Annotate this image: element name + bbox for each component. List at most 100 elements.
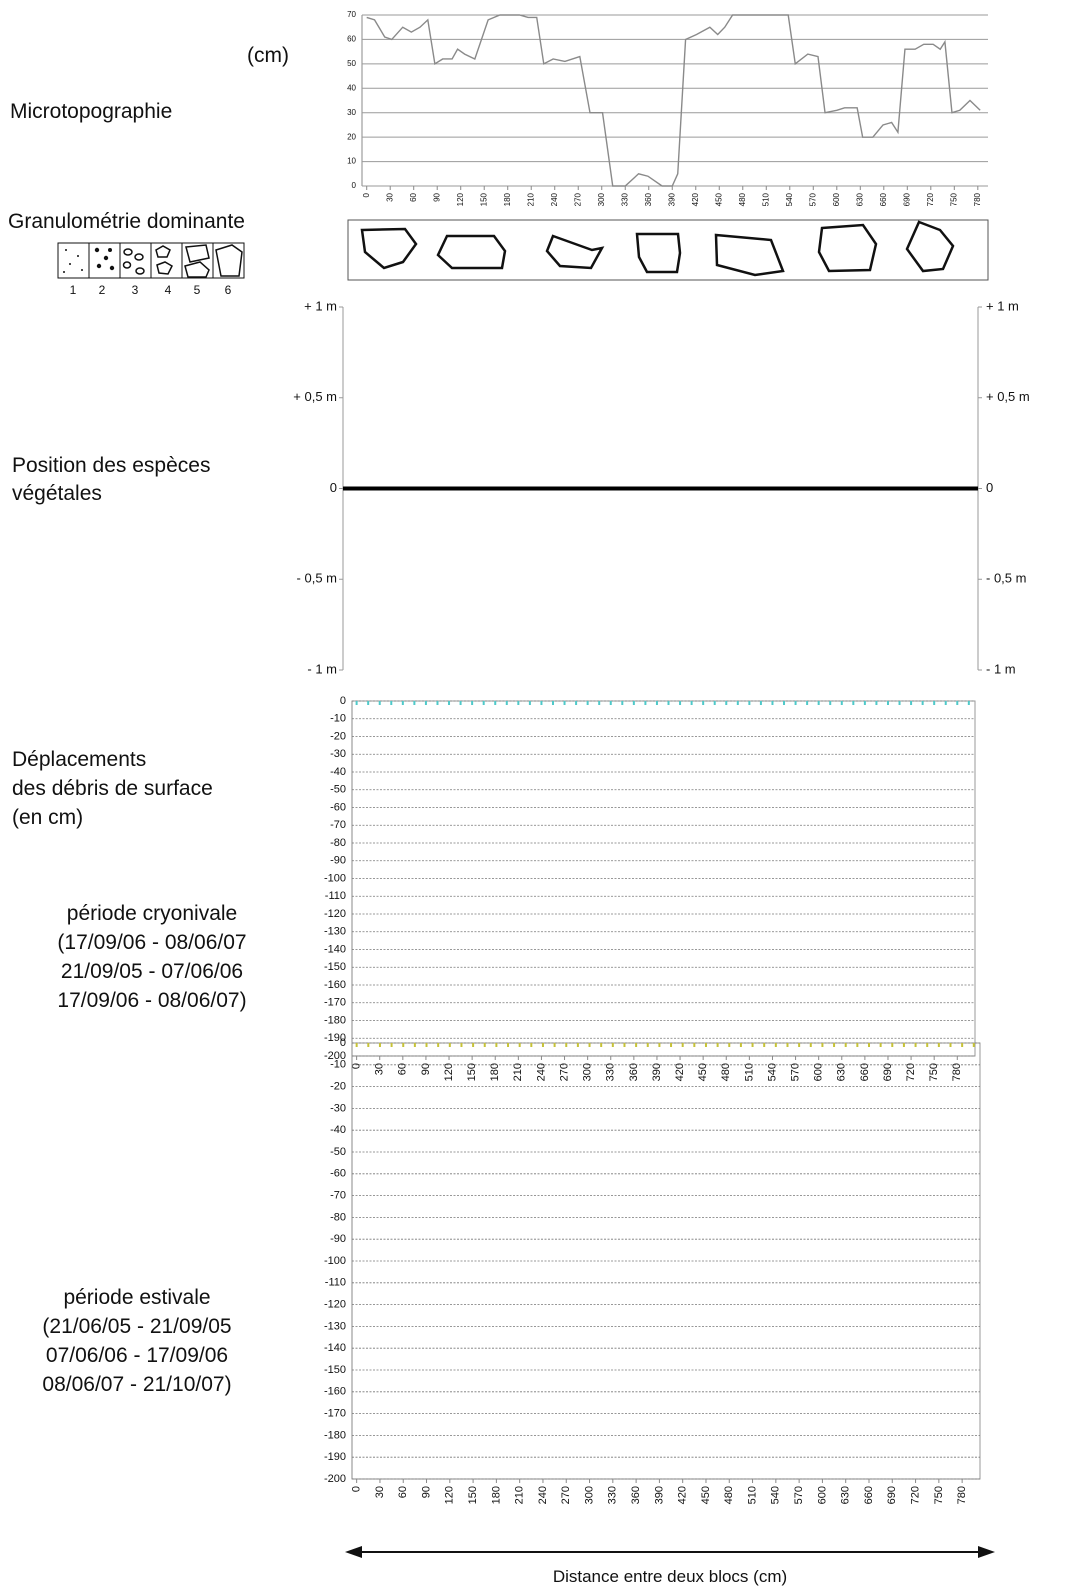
x-tick-label: 660 xyxy=(879,192,888,206)
marker xyxy=(933,701,936,705)
x-tick-label: 450 xyxy=(697,1063,709,1081)
y-tick-label: -40 xyxy=(330,766,346,778)
x-tick-label: 420 xyxy=(691,192,700,206)
x-tick-label: 30 xyxy=(374,1063,386,1075)
x-tick-label: 270 xyxy=(558,1063,570,1081)
y-tick-label: -120 xyxy=(324,908,346,920)
y-tick-label: -20 xyxy=(330,1081,346,1093)
marker xyxy=(425,1043,428,1047)
x-tick-label: 540 xyxy=(785,192,794,206)
marker xyxy=(472,1043,475,1047)
y-tick-label: -140 xyxy=(324,1342,346,1354)
marker xyxy=(739,1043,742,1047)
y-tick-label: + 1 m xyxy=(304,298,337,313)
marker xyxy=(413,1043,416,1047)
y-tick-label: -190 xyxy=(324,1451,346,1463)
y-tick-label: -160 xyxy=(324,1386,346,1398)
cryo-label: 21/09/05 - 07/06/06 xyxy=(61,960,243,983)
x-tick-label: 510 xyxy=(761,192,770,206)
y-tick-label: - 1 m xyxy=(307,661,337,676)
marker xyxy=(367,1043,370,1047)
y-tick-label: -30 xyxy=(330,748,346,760)
deplacements-label: (en cm) xyxy=(12,806,83,829)
marker xyxy=(693,1043,696,1047)
marker xyxy=(867,1043,870,1047)
chart: 0 -10 -20 -30 -40 -50 -60 -70 -80 -90 -100 -110 -120… xyxy=(324,1037,981,1504)
marker xyxy=(852,701,855,705)
marker xyxy=(798,1043,801,1047)
marker xyxy=(541,1043,544,1047)
x-tick-label: 60 xyxy=(397,1486,409,1498)
marker xyxy=(821,1043,824,1047)
y-tick-label: 50 xyxy=(347,59,356,68)
granulo-class: 6 xyxy=(225,283,232,297)
y-tick-label: 0 xyxy=(352,181,357,190)
marker xyxy=(949,1043,952,1047)
marker xyxy=(961,1043,964,1047)
x-tick-label: 90 xyxy=(432,192,441,201)
marker xyxy=(563,701,566,705)
marker xyxy=(763,1043,766,1047)
x-tick-label: 660 xyxy=(859,1063,871,1081)
estival-label: 08/06/07 - 21/10/07) xyxy=(42,1373,231,1396)
y-tick-label: -110 xyxy=(325,1277,346,1289)
estival-label: période estivale xyxy=(63,1286,210,1309)
x-tick-label: 270 xyxy=(560,1486,572,1504)
marker xyxy=(902,1043,905,1047)
y-tick-label: -150 xyxy=(324,961,346,973)
marker xyxy=(471,701,474,705)
marker xyxy=(540,701,543,705)
marker xyxy=(646,1043,649,1047)
y-tick-label: -40 xyxy=(330,1124,346,1136)
y-tick-label: - 0,5 m xyxy=(297,571,337,586)
marker xyxy=(972,1043,975,1047)
marker xyxy=(809,1043,812,1047)
y2-tick-label: - 0,5 m xyxy=(986,571,1026,586)
x-tick-label: 540 xyxy=(770,1486,782,1504)
granulo-class: 1 xyxy=(70,283,77,297)
marker xyxy=(355,701,358,705)
marker xyxy=(956,701,959,705)
marker xyxy=(806,701,809,705)
y-tick-label: -200 xyxy=(324,1050,346,1062)
marker xyxy=(863,701,866,705)
marker xyxy=(402,1043,405,1047)
x-tick-label: 300 xyxy=(597,192,606,206)
marker xyxy=(736,701,739,705)
x-tick-label: 390 xyxy=(651,1063,663,1081)
marker xyxy=(436,701,439,705)
marker xyxy=(575,701,578,705)
y-tick-label: + 0,5 m xyxy=(293,389,337,404)
unit-label: (cm) xyxy=(247,44,289,67)
x-tick-label: 600 xyxy=(832,192,841,206)
x-tick-label: 540 xyxy=(766,1063,778,1081)
x-tick-label: 240 xyxy=(537,1486,549,1504)
x-tick-label: 630 xyxy=(855,192,864,206)
y-tick-label: -80 xyxy=(330,837,346,849)
marker xyxy=(517,701,520,705)
marker xyxy=(891,1043,894,1047)
y-tick-label: -10 xyxy=(330,713,346,725)
x-tick-label: 360 xyxy=(630,1486,642,1504)
marker xyxy=(704,1043,707,1047)
cryo-label: période cryonivale xyxy=(67,902,237,925)
x-tick-label: 690 xyxy=(902,192,911,206)
marker xyxy=(879,1043,882,1047)
marker xyxy=(437,1043,440,1047)
y-tick-label: 0 xyxy=(330,480,337,495)
x-tick-label: 240 xyxy=(550,192,559,206)
x-tick-label: 720 xyxy=(926,192,935,206)
x-tick-label: 390 xyxy=(653,1486,665,1504)
chart: 0 10 20 30 40 50 60 70 0 30 60 90 120 150 180 210 240 270… xyxy=(347,10,988,206)
marker xyxy=(690,701,693,705)
marker xyxy=(716,1043,719,1047)
marker xyxy=(926,1043,929,1047)
marker xyxy=(967,701,970,705)
marker xyxy=(621,701,624,705)
y-tick-label: -70 xyxy=(330,819,346,831)
x-tick-label: 210 xyxy=(512,1063,524,1081)
y-tick-label: -160 xyxy=(324,979,346,991)
x-tick-label: 420 xyxy=(677,1486,689,1504)
granulo-label: Granulométrie dominante xyxy=(8,210,245,233)
